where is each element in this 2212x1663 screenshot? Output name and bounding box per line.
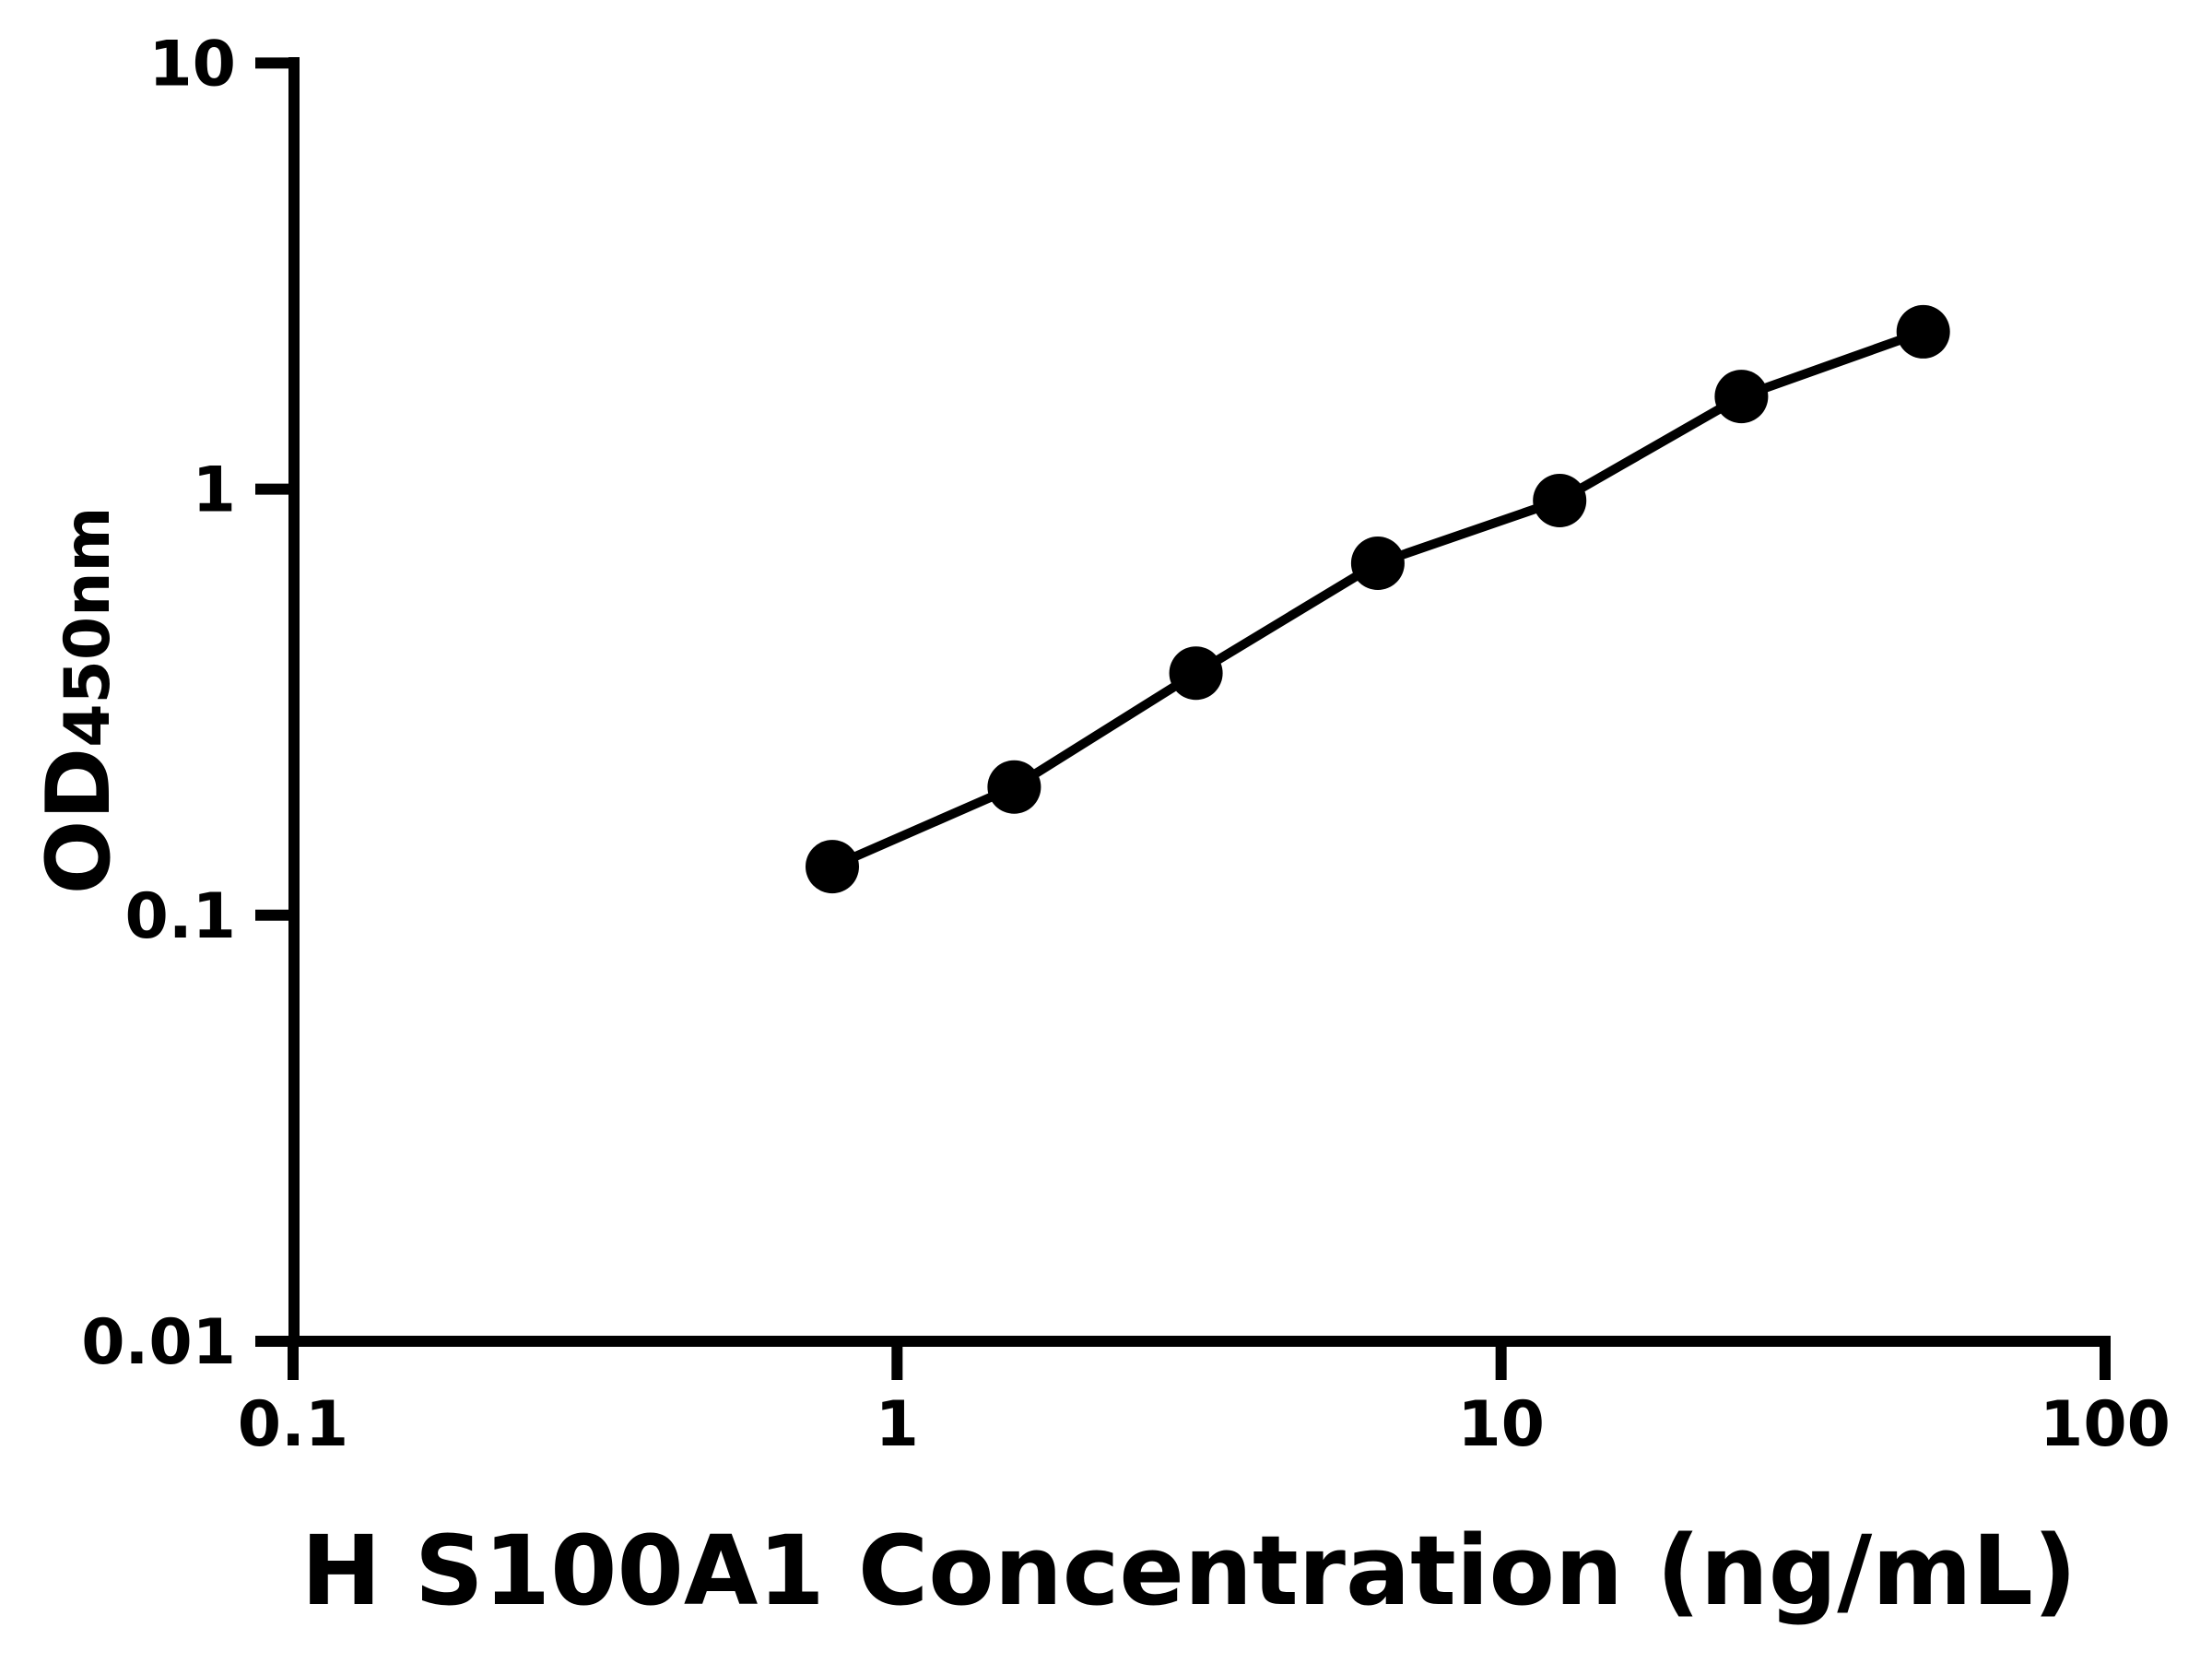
x-tick-label: 1 (876, 1388, 919, 1461)
y-axis-title: OD450nm (29, 507, 130, 895)
x-tick-label: 100 (2040, 1388, 2171, 1461)
y-tick-label: 0.1 (125, 880, 236, 953)
data-point-marker (1350, 537, 1405, 590)
y-axis-title-main: OD (29, 748, 130, 895)
data-point-marker (1896, 304, 1950, 359)
data-point-marker (1533, 474, 1587, 527)
data-point-marker (806, 840, 859, 894)
x-tick-label: 10 (1457, 1388, 1545, 1461)
y-tick-label: 0.01 (81, 1306, 236, 1379)
data-point-marker (987, 760, 1041, 814)
y-tick-label: 1 (193, 454, 236, 527)
y-tick-label: 10 (148, 29, 236, 101)
data-point-marker (1714, 370, 1769, 424)
x-tick-label: 0.1 (238, 1388, 348, 1461)
data-point-marker (1169, 646, 1223, 701)
x-axis-title: H S100A1 Concentration (ng/mL) (301, 1515, 2077, 1627)
y-axis-title-subscript: 450nm (52, 507, 124, 748)
